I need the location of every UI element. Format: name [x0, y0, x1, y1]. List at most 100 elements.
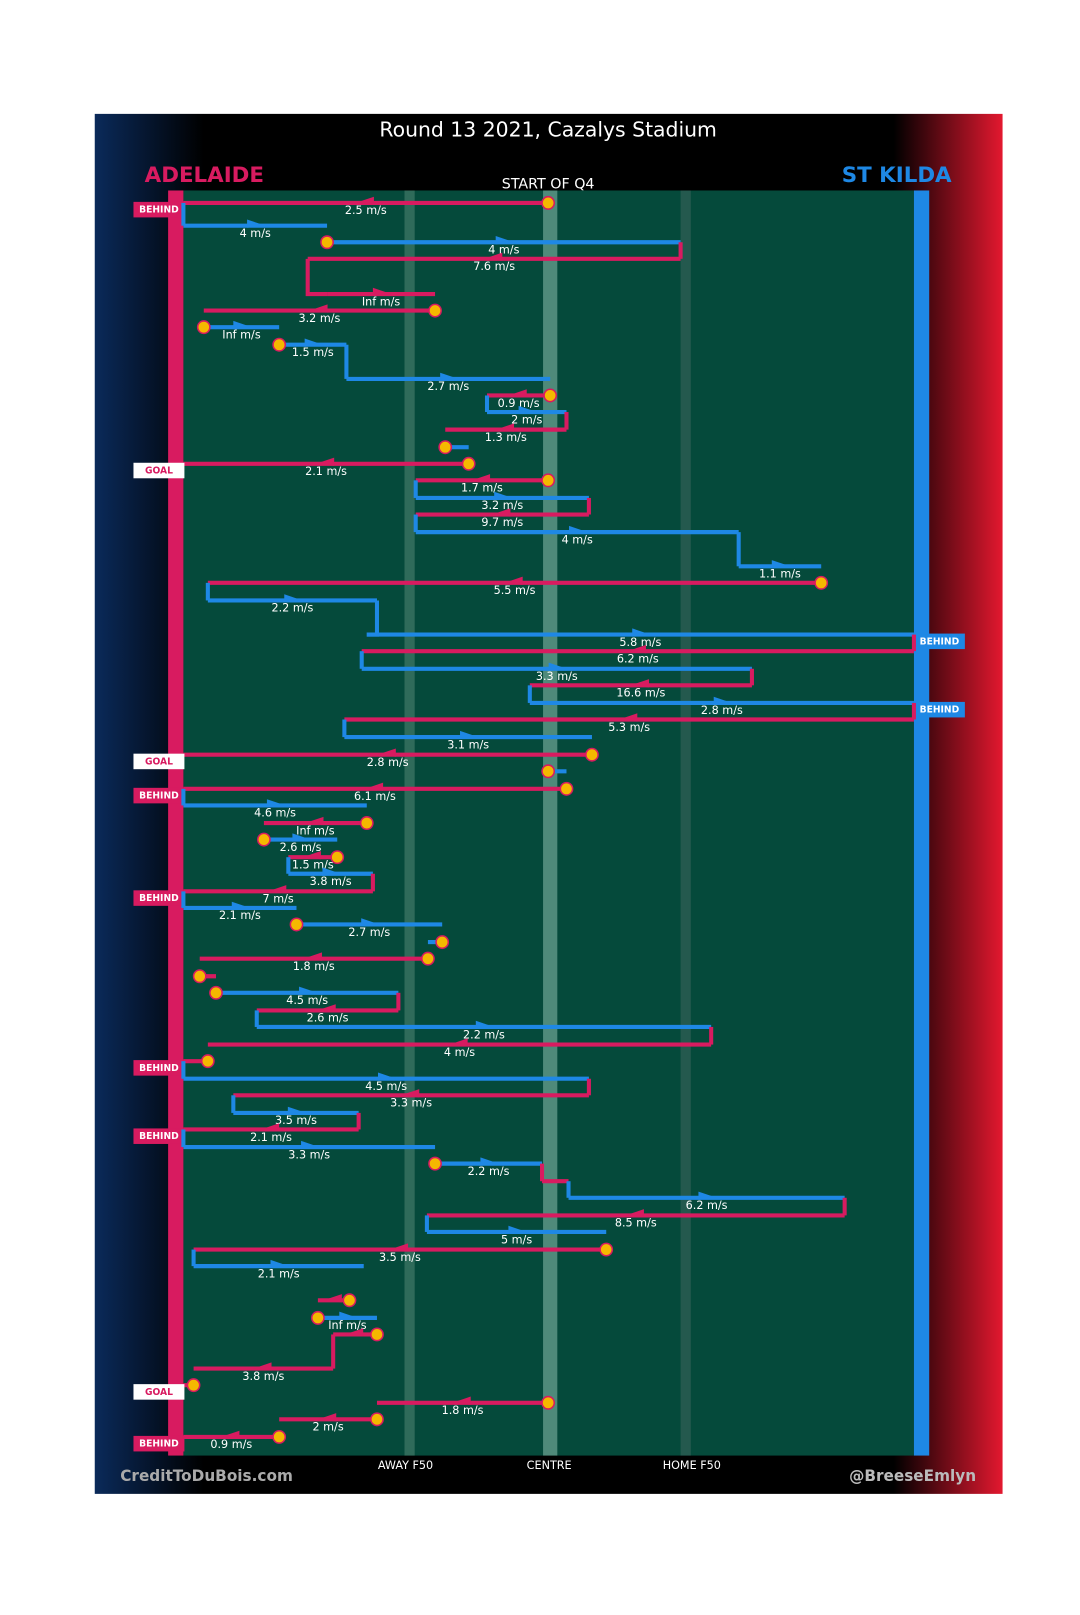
arrow [309, 304, 328, 313]
speed-label: 4 m/s [488, 243, 519, 256]
speed-label: 2.7 m/s [427, 380, 469, 393]
adelaide-goal-line [168, 190, 184, 1456]
speed-label: 3.8 m/s [242, 1370, 284, 1383]
arrow [625, 1209, 644, 1218]
stoppage-dot [428, 1156, 442, 1171]
arrow [266, 799, 286, 808]
stoppage-dot [543, 388, 558, 403]
arrow [569, 525, 588, 535]
arrow [317, 1004, 336, 1013]
speed-label: 8.5 m/s [615, 1217, 657, 1230]
arrow [713, 696, 733, 706]
arrow [344, 1328, 364, 1337]
speed-label: 6.2 m/s [617, 652, 659, 665]
arrow [247, 219, 266, 228]
outcome-label: BEHIND [920, 705, 960, 716]
stoppage-dot [257, 832, 271, 847]
stoppage-dot [311, 1310, 325, 1325]
outcome-label: BEHIND [139, 205, 179, 216]
speed-label: 2.6 m/s [280, 841, 322, 854]
arrow [508, 389, 527, 398]
arrow [460, 730, 479, 740]
plays: 2.5 m/s BEHIND 4 m/s 4 m/s 7.6 m/s Inf m/s 3.2… [133, 195, 965, 1452]
speed-label: 2.1 m/s [219, 909, 261, 922]
stoppage-dot [200, 1054, 215, 1069]
arrow [389, 1243, 409, 1252]
speed-label: 0.9 m/s [498, 397, 540, 410]
arrow [548, 662, 567, 671]
credit: @BreeseEmlyn [849, 1467, 976, 1485]
arrow [480, 1157, 499, 1166]
arrow [518, 405, 537, 415]
stoppage-dot [541, 473, 556, 488]
outcome-box [133, 753, 185, 770]
speed-label: 2.1 m/s [258, 1267, 300, 1280]
stoppage-dot [186, 1378, 201, 1393]
speed-label: 3.5 m/s [275, 1114, 317, 1127]
speed-label: 1.7 m/s [461, 482, 503, 495]
arrow [355, 196, 374, 205]
arrow [260, 1123, 280, 1132]
speed-label: 5 m/s [501, 1233, 532, 1246]
stoppage-dot [435, 935, 450, 950]
speed-label: 2.8 m/s [701, 704, 743, 717]
speed-label: 2.2 m/s [468, 1165, 510, 1178]
connector [305, 258, 328, 297]
centre-line [543, 190, 558, 1456]
away-team: ST KILDA [842, 163, 952, 188]
arrow [284, 594, 303, 603]
stoppage-dot [196, 320, 211, 335]
arrow [364, 782, 384, 791]
arrow [495, 236, 515, 245]
field-label: AWAY F50 [378, 1459, 433, 1472]
speed-label: Inf m/s [222, 328, 261, 341]
outcome-box [133, 462, 185, 479]
speed-label: 7 m/s [263, 893, 294, 906]
speed-label: 3.3 m/s [536, 670, 578, 683]
speed-label: 6.2 m/s [686, 1199, 728, 1212]
arrow [440, 372, 459, 381]
stoppage-dot [541, 764, 556, 779]
stoppage-dot [272, 1429, 287, 1444]
arrow [302, 850, 321, 860]
stoppage-dot [209, 985, 223, 1000]
stkilda-goal-line [913, 190, 930, 1456]
speed-label: 5.5 m/s [494, 584, 536, 597]
arrow [267, 885, 287, 894]
home-team: ADELAIDE [145, 163, 264, 188]
arrow [471, 474, 491, 483]
stoppage-dot [599, 1242, 614, 1257]
arrow [492, 508, 511, 517]
speed-label: 6.1 m/s [354, 790, 396, 803]
speed-label: 1.3 m/s [485, 431, 527, 444]
speed-label: 3.2 m/s [298, 312, 340, 325]
arrow [317, 1413, 337, 1422]
stoppage-dot [359, 816, 374, 831]
outcome-label: BEHIND [920, 636, 960, 647]
speed-label: Inf m/s [362, 295, 401, 308]
speed-label: 2.8 m/s [367, 756, 409, 769]
speed-label: Inf m/s [296, 824, 335, 837]
speed-label: 2.1 m/s [305, 465, 347, 478]
arrow [618, 713, 638, 722]
stoppage-dot [370, 1412, 384, 1427]
outcome-label: GOAL [145, 756, 173, 767]
outcome-label: GOAL [145, 1387, 173, 1398]
arrow [698, 1191, 717, 1200]
subtitle: START OF Q4 [502, 176, 595, 192]
speed-label: 7.6 m/s [473, 260, 515, 273]
outcome-box [133, 1435, 185, 1452]
speed-label: 1.5 m/s [292, 346, 334, 359]
speed-label: 0.9 m/s [210, 1438, 252, 1451]
arrow [630, 679, 650, 688]
speed-label: 5.3 m/s [608, 721, 650, 734]
speed-label: 3.2 m/s [481, 499, 523, 512]
arrow [315, 457, 335, 466]
arrow [303, 952, 322, 961]
speed-label: Inf m/s [328, 1319, 367, 1332]
arrow [508, 1225, 527, 1235]
arrow [504, 576, 523, 585]
stoppage-dot [320, 235, 334, 250]
stoppage-dot [370, 1327, 384, 1342]
speed-label: 1.8 m/s [442, 1404, 484, 1417]
